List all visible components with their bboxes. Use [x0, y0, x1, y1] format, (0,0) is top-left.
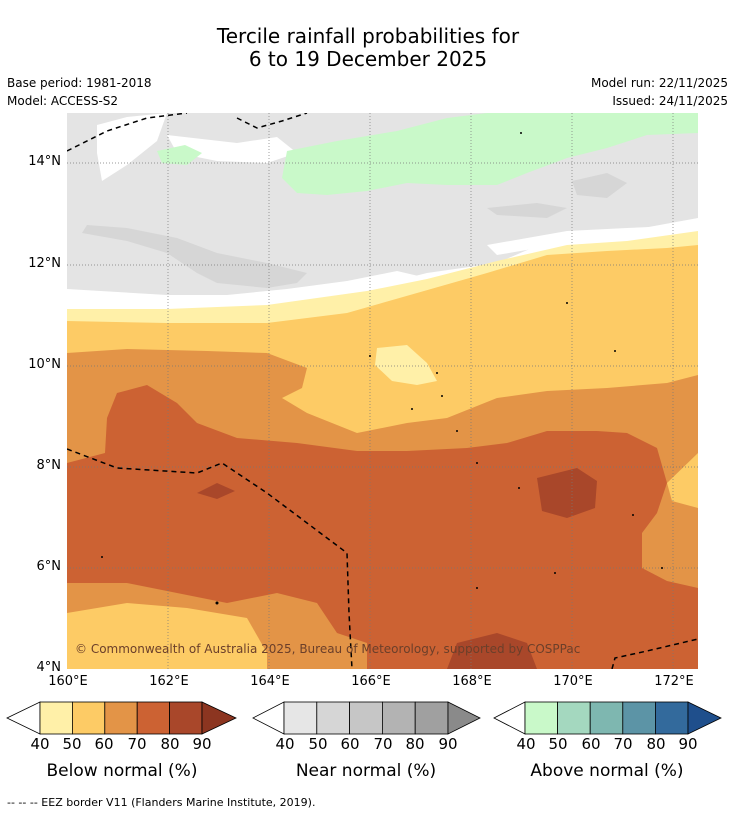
cb-below-tick: 90: [192, 735, 212, 753]
colorbar-above: [493, 701, 722, 735]
colorbar-swatch: [349, 701, 383, 735]
colorbar-swatch: [414, 701, 449, 735]
lon-label-162: 162°E: [149, 674, 189, 689]
below-normal-80: [537, 468, 597, 518]
colorbar-swatch: [316, 701, 351, 735]
above-normal-region: [282, 113, 698, 195]
colorbar-swatch: [381, 701, 416, 735]
colorbar-below-max-arrow: [201, 701, 237, 735]
colorbar-above-swatches: [524, 701, 689, 735]
colorbar-swatch: [283, 701, 318, 735]
cb-above-tick: 80: [646, 735, 666, 753]
cb-above-tick: 90: [678, 735, 698, 753]
colorbar-swatch: [39, 701, 73, 735]
colorbar-near-label: Near normal (%): [295, 761, 437, 781]
colorbar-below-min-arrow: [6, 701, 41, 735]
colorbar-swatch: [557, 701, 591, 735]
below-normal-70: [67, 385, 698, 669]
cb-near-tick: 70: [373, 735, 393, 753]
lon-label-172: 172°E: [654, 674, 694, 689]
colorbar-above-max-arrow: [687, 701, 722, 735]
eez-borders: [66, 112, 699, 670]
lat-label-10: 10°N: [28, 357, 61, 372]
lat-label-12: 12°N: [28, 256, 61, 271]
colorbar-swatch: [654, 701, 689, 735]
cb-near-tick: 40: [275, 735, 295, 753]
cb-above-tick: 60: [581, 735, 601, 753]
lon-label-166: 166°E: [351, 674, 391, 689]
colorbar-below: [6, 701, 237, 735]
colorbar-swatch: [104, 701, 138, 735]
cb-near-tick: 50: [308, 735, 328, 753]
cb-above-tick: 40: [516, 735, 536, 753]
colorbar-swatch: [136, 701, 170, 735]
islands: [101, 132, 663, 605]
colorbar-swatch: [72, 701, 106, 735]
cb-near-tick: 90: [438, 735, 458, 753]
cb-above-tick: 50: [548, 735, 568, 753]
colorbar-swatch: [169, 701, 203, 735]
lat-label-6: 6°N: [36, 559, 62, 574]
cb-below-tick: 40: [30, 735, 50, 753]
cb-below-tick: 60: [94, 735, 114, 753]
eez-footer: -- -- -- EEZ border V11 (Flanders Marine…: [7, 796, 316, 809]
lat-label-14: 14°N: [28, 154, 61, 169]
colorbar-swatch: [524, 701, 558, 735]
colorbar-near: [252, 701, 481, 735]
colorbar-near-max-arrow: [447, 701, 481, 735]
model-run: Model run: 22/11/2025: [590, 76, 728, 90]
lon-label-160: 160°E: [48, 674, 88, 689]
map-svg: © Commonwealth of Australia 2025, Bureau…: [66, 112, 699, 670]
cb-near-tick: 60: [340, 735, 360, 753]
lat-label-8: 8°N: [36, 458, 62, 473]
cb-below-tick: 50: [62, 735, 82, 753]
lon-label-168: 168°E: [452, 674, 492, 689]
near-normal-darker: [82, 225, 307, 288]
issued-date: Issued: 24/11/2025: [612, 94, 728, 108]
model-name: Model: ACCESS-S2: [7, 94, 119, 108]
colorbar-above-label: Above normal (%): [530, 761, 684, 781]
lat-label-4: 4°N: [36, 660, 62, 675]
meta-left: Base period: 1981-2018 Model: ACCESS-S2: [7, 74, 152, 110]
title-line-2: 6 to 19 December 2025: [248, 47, 488, 71]
cb-below-tick: 70: [127, 735, 147, 753]
colorbar-near-min-arrow: [252, 701, 285, 735]
rainfall-map: © Commonwealth of Australia 2025, Bureau…: [66, 112, 699, 670]
meta-right: Model run: 22/11/2025 Issued: 24/11/2025: [591, 74, 728, 110]
base-period: Base period: 1981-2018: [7, 76, 152, 90]
colorbar-below-label: Below normal (%): [46, 761, 198, 781]
cb-near-tick: 80: [405, 735, 425, 753]
grid-lines: [67, 113, 698, 669]
colorbar-below-swatches: [39, 701, 203, 735]
colorbar-swatch: [622, 701, 656, 735]
colorbar-swatch: [589, 701, 624, 735]
cb-below-tick: 80: [160, 735, 180, 753]
copyright-text: © Commonwealth of Australia 2025, Bureau…: [75, 642, 580, 656]
cb-above-tick: 70: [613, 735, 633, 753]
lon-label-170: 170°E: [553, 674, 593, 689]
title-line-1: Tercile rainfall probabilities for: [216, 24, 520, 48]
lon-label-164: 164°E: [250, 674, 290, 689]
colorbar-near-swatches: [283, 701, 449, 735]
colorbar-above-min-arrow: [493, 701, 526, 735]
